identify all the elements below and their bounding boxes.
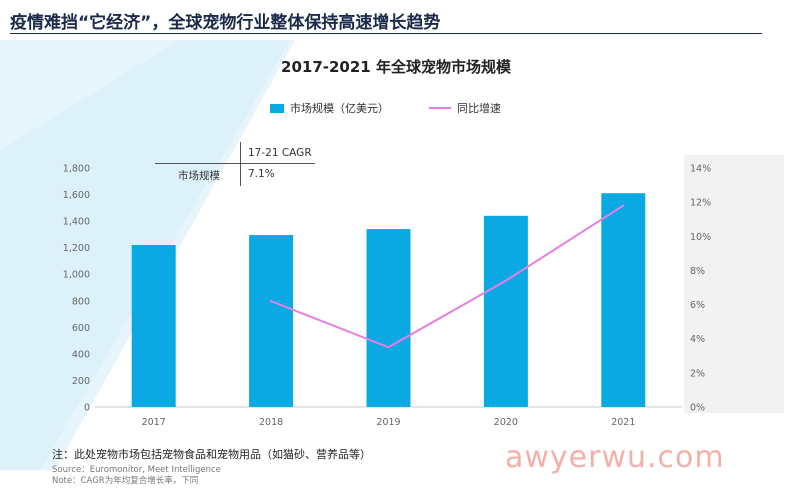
legend-label-growth: 同比增速 [457, 102, 501, 115]
y-left-tick-label: 1,000 [63, 270, 90, 281]
cagr-row-value: 7.1% [248, 168, 275, 180]
y-right-tick-label: 4% [690, 334, 705, 345]
legend-label-market-size: 市场规模（亿美元） [290, 102, 389, 115]
y-right-tick-label: 8% [690, 266, 705, 277]
y-left-tick-label: 0 [84, 403, 90, 414]
x-tick-label: 2020 [494, 417, 518, 428]
bar-2020 [483, 215, 528, 407]
cagr-row-label: 市场规模 [178, 170, 220, 182]
y-left-tick-label: 1,600 [63, 190, 90, 201]
x-tick-label: 2021 [611, 417, 635, 428]
chart-legend: 市场规模（亿美元） 同比增速 [270, 100, 541, 116]
y-left-tick-label: 800 [72, 296, 90, 307]
growth-rate-line [270, 204, 624, 349]
x-tick-label: 2017 [142, 417, 166, 428]
watermark-text: awyerwu.com [505, 440, 725, 475]
cagr-header: 17-21 CAGR [248, 147, 312, 159]
slide-title: 疫情难挡“它经济”，全球宠物行业整体保持高速增长趋势 [10, 13, 441, 33]
bar-2019 [366, 229, 411, 407]
growth-point-2018 [269, 299, 273, 303]
y-left-tick-label: 1,200 [63, 243, 90, 254]
legend-line-swatch [429, 107, 451, 109]
growth-point-2020 [504, 279, 508, 282]
growth-point-2019 [387, 346, 390, 349]
y-right-tick-label: 12% [690, 198, 711, 209]
y-right-tick-label: 10% [690, 232, 711, 243]
x-tick-label: 2019 [376, 417, 400, 428]
y-right-tick-label: 2% [690, 368, 705, 379]
legend-bar-swatch [270, 103, 284, 113]
source-block: Source：Euromonitor, Meet Intelligence No… [52, 465, 221, 487]
bar-2021 [601, 193, 646, 407]
y-right-tick-label: 14% [690, 164, 711, 175]
y-left-tick-label: 400 [72, 349, 90, 360]
y-left-tick-label: 1,800 [63, 164, 90, 175]
right-axis-panel [684, 155, 784, 413]
cagr-horizontal-rule [155, 163, 315, 164]
y-right-tick-label: 6% [690, 300, 705, 311]
y-left-tick-label: 600 [72, 323, 90, 334]
x-tick-label: 2018 [259, 417, 283, 428]
y-left-tick-label: 1,400 [63, 217, 90, 228]
y-right-tick-label: 0% [690, 403, 705, 414]
source-line: Source：Euromonitor, Meet Intelligence [52, 465, 221, 475]
source-note-line: Note：CAGR为年均复合增长率，下同 [52, 476, 199, 486]
bar-2018 [249, 235, 294, 407]
legend-item-market-size: 市场规模（亿美元） [270, 100, 389, 116]
title-divider [10, 33, 762, 34]
y-left-tick-label: 200 [72, 376, 90, 387]
cagr-vertical-rule [240, 142, 241, 186]
growth-point-2021 [622, 204, 625, 207]
footnote: 注：此处宠物市场包括宠物食品和宠物用品（如猫砂、营养品等） [52, 448, 371, 461]
bar-2017 [131, 245, 176, 407]
chart-title: 2017-2021 年全球宠物市场规模 [281, 58, 511, 76]
legend-item-growth: 同比增速 [429, 100, 501, 116]
